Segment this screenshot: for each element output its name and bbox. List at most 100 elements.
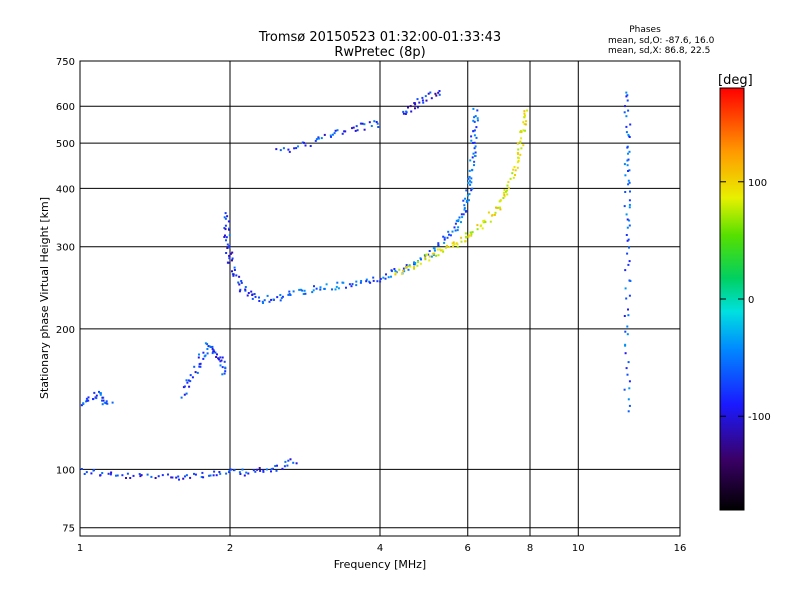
data-point bbox=[199, 362, 202, 365]
data-point bbox=[107, 472, 110, 475]
data-point bbox=[226, 215, 229, 218]
data-point bbox=[628, 387, 631, 390]
data-point bbox=[438, 93, 441, 96]
data-point bbox=[430, 97, 433, 100]
data-point bbox=[499, 208, 502, 211]
data-point bbox=[394, 271, 397, 274]
data-point bbox=[628, 150, 631, 153]
data-point bbox=[213, 470, 216, 473]
data-point bbox=[470, 181, 473, 184]
data-point bbox=[431, 252, 434, 255]
data-point bbox=[507, 181, 510, 184]
data-point bbox=[253, 293, 256, 295]
data-point bbox=[101, 396, 104, 399]
data-point bbox=[95, 394, 98, 397]
data-point bbox=[436, 248, 439, 251]
data-point bbox=[287, 293, 290, 296]
data-point bbox=[188, 385, 191, 388]
data-point bbox=[480, 224, 483, 227]
data-point bbox=[629, 280, 632, 282]
data-point bbox=[268, 300, 271, 303]
data-point bbox=[368, 121, 371, 124]
data-point bbox=[405, 266, 408, 269]
data-point bbox=[214, 351, 217, 354]
data-point bbox=[522, 129, 525, 132]
data-point bbox=[186, 381, 189, 384]
data-point bbox=[171, 476, 174, 479]
data-point bbox=[624, 352, 627, 355]
data-point bbox=[628, 294, 631, 297]
data-point bbox=[467, 177, 470, 180]
data-point bbox=[228, 234, 231, 237]
data-point bbox=[625, 367, 628, 370]
data-point bbox=[263, 299, 266, 302]
colorbar-tick-label: 0 bbox=[748, 295, 754, 306]
data-point bbox=[628, 246, 630, 249]
data-point bbox=[372, 276, 375, 279]
data-point bbox=[219, 356, 222, 359]
data-point bbox=[457, 226, 460, 229]
data-point bbox=[472, 152, 475, 155]
data-point bbox=[418, 101, 421, 104]
data-point bbox=[435, 254, 438, 257]
data-point bbox=[405, 110, 408, 113]
data-point bbox=[221, 373, 224, 376]
colorbar-tick-label: -100 bbox=[748, 412, 771, 423]
stats-x: mean, sd,X: 86.8, 22.5 bbox=[608, 46, 710, 56]
data-point bbox=[105, 400, 108, 403]
data-point bbox=[499, 206, 501, 209]
data-point bbox=[279, 299, 282, 302]
data-point bbox=[460, 213, 463, 216]
data-point bbox=[206, 348, 209, 350]
data-point bbox=[626, 252, 629, 255]
data-point bbox=[452, 241, 455, 244]
x-tick-label: 4 bbox=[377, 543, 383, 554]
data-point bbox=[298, 288, 301, 291]
data-point bbox=[454, 229, 457, 232]
data-point bbox=[470, 177, 473, 180]
data-point bbox=[625, 213, 628, 216]
data-point bbox=[202, 351, 205, 354]
data-point bbox=[628, 203, 631, 206]
data-point bbox=[432, 247, 435, 250]
data-point bbox=[83, 473, 86, 475]
data-point bbox=[433, 252, 436, 255]
data-point bbox=[99, 474, 102, 477]
data-point bbox=[225, 252, 228, 254]
data-point bbox=[476, 109, 479, 112]
data-point bbox=[624, 344, 627, 347]
data-point bbox=[430, 255, 433, 258]
data-point bbox=[244, 286, 247, 288]
data-point bbox=[345, 286, 347, 289]
data-point bbox=[225, 239, 227, 242]
data-point bbox=[627, 314, 630, 317]
data-point bbox=[194, 371, 197, 374]
data-point bbox=[146, 473, 149, 476]
data-point bbox=[191, 376, 194, 379]
data-point bbox=[303, 141, 305, 144]
data-point bbox=[452, 245, 454, 248]
data-point bbox=[299, 288, 302, 291]
data-point bbox=[524, 129, 526, 132]
data-point bbox=[474, 145, 477, 148]
y-tick-label: 400 bbox=[56, 184, 75, 195]
data-point bbox=[470, 135, 473, 138]
data-point bbox=[284, 460, 287, 463]
data-point bbox=[473, 120, 476, 123]
data-point bbox=[476, 119, 479, 122]
data-point bbox=[175, 476, 178, 479]
data-point bbox=[311, 291, 314, 294]
data-point bbox=[224, 228, 227, 231]
data-point bbox=[115, 474, 117, 477]
data-point bbox=[377, 126, 380, 128]
axis-ticks: 1 2 4 6 8 10 16 75 100 200 300 400 500 600 750 bbox=[56, 57, 686, 554]
chart-title: Tromsø 20150523 01:32:00-01:33:43 bbox=[258, 30, 501, 45]
data-point bbox=[465, 189, 468, 192]
data-point bbox=[511, 172, 514, 175]
data-point bbox=[251, 293, 254, 296]
data-point bbox=[252, 469, 255, 472]
data-point bbox=[626, 239, 629, 242]
data-point bbox=[376, 122, 379, 125]
data-point bbox=[626, 164, 629, 167]
data-point bbox=[469, 159, 472, 162]
